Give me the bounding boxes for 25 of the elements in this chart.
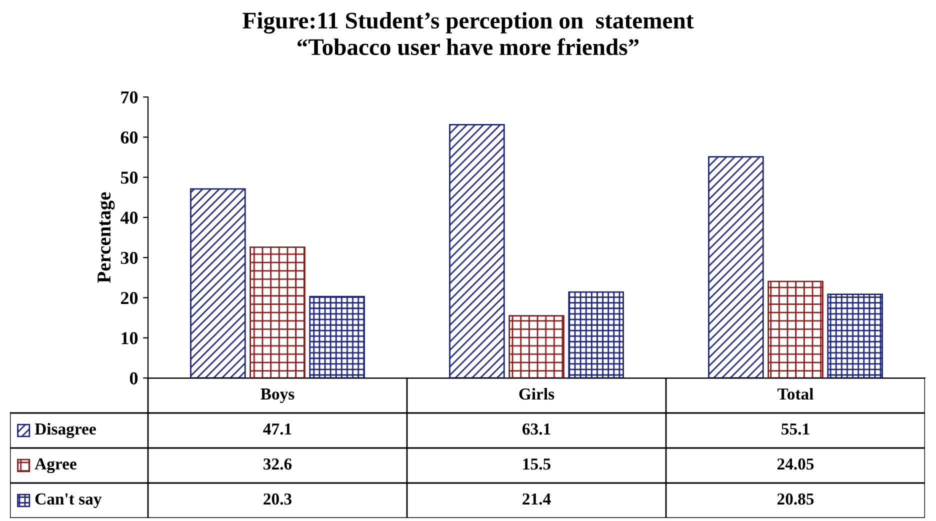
data-label: 20.85 [777, 493, 814, 505]
x-tick-label: Girls [519, 388, 554, 400]
y-tick-label: 50 [120, 172, 138, 184]
chart-title: Figure:11 Student’s perception on statement “Tobacco user have more friends” [242, 12, 694, 56]
y-tick-label: 70 [121, 91, 138, 104]
data-label: 32.6 [264, 458, 292, 470]
x-tick-label: Total [778, 388, 814, 400]
data-label: 63.1 [522, 423, 550, 435]
y-tick-label: 10 [122, 332, 138, 344]
data-label: 21.4 [522, 493, 551, 505]
data-label: 20.3 [264, 493, 292, 505]
y-tick-label: 40 [120, 212, 138, 224]
y-tick-label: 0 [130, 372, 138, 384]
data-label: 55.1 [782, 424, 810, 435]
y-tick-label: 60 [120, 131, 138, 144]
y-tick-label: 30 [120, 252, 138, 264]
legend-label: Agree [34, 458, 76, 474]
data-label: 15.5 [523, 458, 550, 470]
y-axis-title: Percentage [98, 192, 115, 283]
data-label: 47.1 [263, 424, 292, 435]
legend-label: Disagree [34, 422, 96, 438]
x-tick-label: Boys [260, 388, 294, 404]
y-tick-label: 20 [120, 292, 138, 304]
legend-label: Can't say [35, 493, 102, 508]
data-label: 24.05 [777, 458, 814, 470]
